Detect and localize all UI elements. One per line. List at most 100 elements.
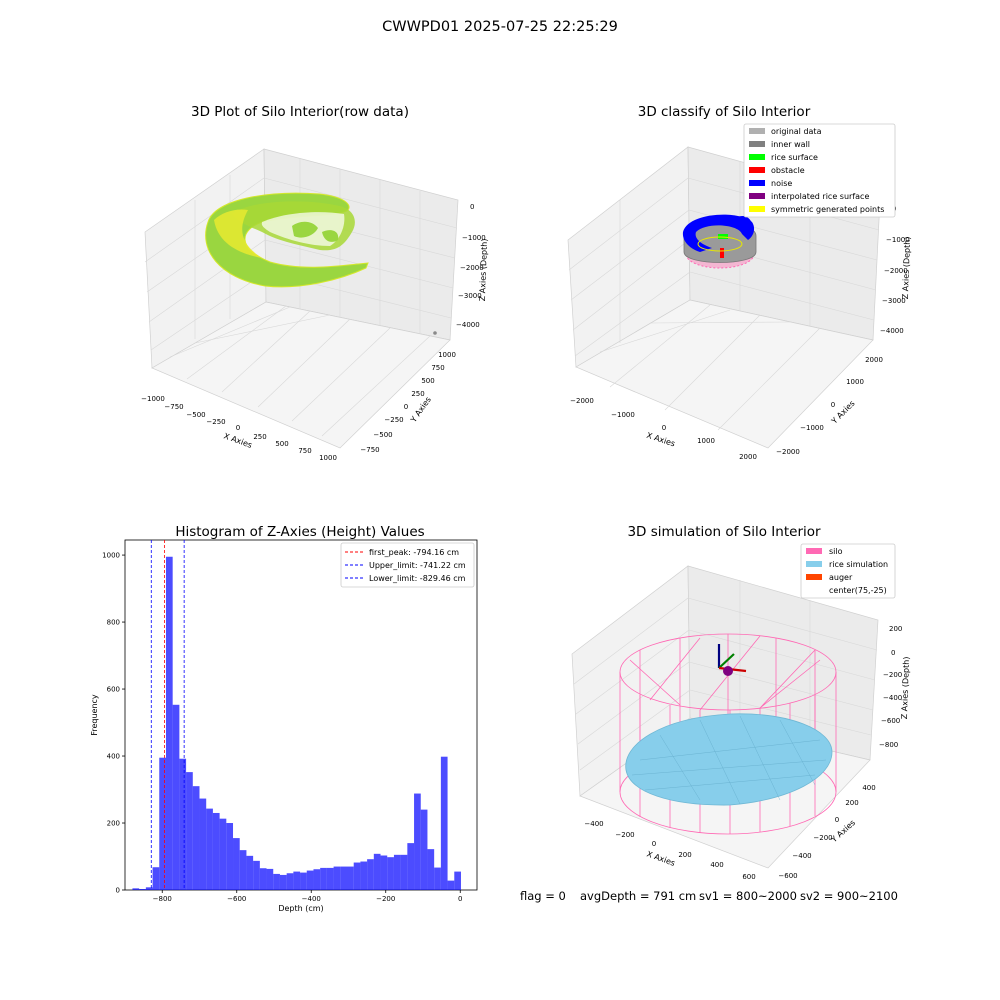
legend-swatch-noise	[749, 180, 765, 186]
raw-point-cloud	[205, 192, 437, 335]
classify-x-tick-label: 2000	[739, 453, 757, 461]
histogram-bars	[132, 556, 461, 890]
classify-z-tick-label: −2000	[884, 267, 908, 275]
rice-simulation-surface	[625, 713, 833, 806]
simulation-x-tick-label: 600	[742, 873, 755, 881]
legend-swatch-original-data	[749, 128, 765, 134]
histogram-legend-box	[340, 542, 475, 588]
histogram-bar	[440, 756, 448, 890]
histogram-bar	[420, 809, 428, 890]
histogram-bar	[226, 823, 234, 890]
histogram-bar	[434, 867, 441, 890]
raw-y-axis-label: Y Axies	[408, 395, 433, 425]
simulation-y-axis-label: Y Axies	[829, 818, 857, 845]
classify-rice-surface	[718, 234, 728, 239]
legend-swatch-rice-simulation	[806, 561, 822, 567]
histogram-y-tick-label: 600	[107, 686, 120, 694]
classify-legend-box	[743, 123, 896, 218]
classify-3d-panel: 3D classify of Silo Interior −2000 −1000…	[567, 104, 912, 461]
simulation-y-tick-label: −200	[813, 834, 832, 842]
histogram-bar	[165, 556, 173, 890]
histogram-bar	[447, 880, 455, 890]
status-avg-depth: avgDepth = 791 cm	[580, 889, 697, 903]
histogram-bar	[266, 868, 274, 890]
classify-y-tick-label: 2000	[865, 356, 883, 364]
histogram-bar	[347, 866, 354, 890]
histogram-y-tick-label: 200	[107, 820, 120, 828]
histogram-bar	[400, 854, 408, 890]
classify-symmetric-points	[697, 236, 743, 252]
legend-label-silo: silo	[829, 547, 843, 556]
raw-3d-panel: 3D Plot of Silo Interior(row data) −1000…	[141, 104, 489, 462]
legend-swatch-silo	[806, 548, 822, 554]
classify-z-axis-label: Z Axies (Depth)	[901, 236, 912, 299]
raw-x-tick-label: −500	[186, 411, 205, 419]
histogram-bar	[340, 866, 347, 890]
auger-glyph	[717, 644, 747, 676]
histogram-bar	[286, 873, 294, 890]
simulation-3d-panel: 3D simulation of Silo Interior −400 −200…	[571, 524, 911, 881]
status-flag: flag = 0	[520, 889, 566, 903]
histogram-bar	[367, 859, 374, 890]
classify-y-tick-label: 1000	[846, 378, 864, 386]
legend-swatch-inner-wall	[749, 141, 765, 147]
legend-label-symmetric: symmetric generated points	[771, 205, 884, 214]
histogram-bar	[380, 855, 388, 890]
histogram-bar	[427, 849, 435, 890]
histogram-x-tick-label: −800	[153, 895, 172, 903]
legend-swatch-symmetric	[749, 206, 765, 212]
legend-label-first-peak: first_peak: -794.16 cm	[369, 548, 459, 557]
histogram-x-tick-label: −600	[227, 895, 246, 903]
raw-z-tick-label: −1000	[462, 234, 486, 242]
legend-label-noise: noise	[771, 179, 792, 188]
raw-outlier-point	[433, 331, 437, 335]
histogram-bar	[326, 867, 334, 890]
histogram-x-axis-label: Depth (cm)	[278, 904, 323, 913]
histogram-bar	[239, 850, 247, 890]
classify-x-axis-label: X Axies	[645, 431, 676, 449]
histogram-bar	[139, 889, 146, 890]
legend-label-upper-limit: Upper_limit: -741.22 cm	[369, 561, 466, 570]
legend-label-auger: auger	[829, 573, 853, 582]
raw-x-tick-label: −250	[206, 418, 225, 426]
histogram-x-tick-label: 0	[458, 895, 462, 903]
histogram-legend: first_peak: -794.16 cm Upper_limit: -741…	[340, 542, 475, 588]
histogram-bar	[145, 887, 153, 890]
classify-x-tick-label: −1000	[611, 411, 635, 419]
histogram-bar	[186, 772, 193, 890]
simulation-y-tick-label: 200	[845, 799, 858, 807]
histogram-y-tick-label: 800	[107, 619, 120, 627]
legend-swatch-interpolated	[749, 193, 765, 199]
simulation-panel-title: 3D simulation of Silo Interior	[627, 524, 821, 540]
histogram-bar	[246, 855, 254, 890]
raw-z-tick-label: −3000	[458, 292, 482, 300]
classify-gridlines	[568, 161, 880, 431]
histogram-y-tick-label: 400	[107, 753, 120, 761]
legend-label-lower-limit: Lower_limit: -829.46 cm	[369, 574, 466, 583]
raw-x-tick-label: −750	[164, 403, 183, 411]
raw-z-tick-label: −2000	[460, 264, 484, 272]
histogram-y-axis-label: Frequency	[90, 694, 99, 736]
legend-label-interpolated: interpolated rice surface	[771, 192, 869, 201]
raw-x-tick-label: 1000	[319, 454, 337, 462]
raw-y-tick-label: −750	[360, 446, 379, 454]
classify-x-tick-label: 0	[662, 424, 666, 432]
raw-x-axis-label: X Axies	[222, 431, 253, 450]
histogram-y-tick-label: 0	[116, 887, 120, 895]
raw-y-tick-label: 250	[411, 390, 424, 398]
histogram-x-ticks: −800 −600 −400 −200 0	[153, 890, 462, 903]
simulation-z-tick-label: 200	[889, 625, 902, 633]
raw-y-tick-label: −250	[384, 416, 403, 424]
histogram-bar	[199, 798, 207, 890]
histogram-x-tick-label: −400	[302, 895, 321, 903]
simulation-y-tick-label: 0	[835, 816, 839, 824]
raw-y-tick-label: 750	[431, 364, 444, 372]
simulation-x-tick-label: 400	[710, 861, 723, 869]
raw-y-tick-label: 0	[404, 403, 408, 411]
raw-y-tick-label: 500	[421, 377, 434, 385]
simulation-x-tick-label: −400	[584, 820, 603, 828]
simulation-legend: silo rice simulation auger center(75,-25…	[800, 543, 896, 599]
classify-panel-title: 3D classify of Silo Interior	[638, 104, 811, 120]
simulation-x-tick-label: 0	[652, 840, 656, 848]
raw-x-tick-label: 500	[275, 440, 288, 448]
